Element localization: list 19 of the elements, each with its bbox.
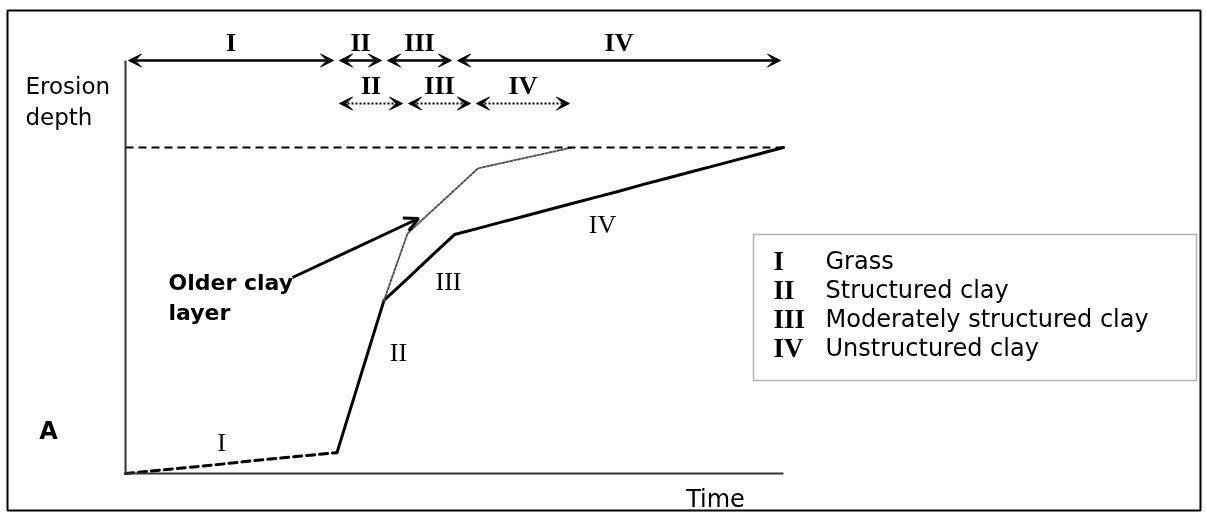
text: I [225,28,237,57]
text: IV [604,28,634,57]
text: IV [508,71,538,100]
annotation: IV Unstructured clay [773,332,1039,363]
text: III [424,71,455,100]
text: III [404,28,435,57]
annotation: II Structured clay [773,274,1009,305]
x-axis-title: Time [685,484,745,513]
annotation: I [217,428,226,457]
text: II [350,28,371,57]
text: II [360,71,382,100]
annotation: III [435,267,462,296]
text: A [39,416,59,445]
annotation: III Moderately structured clay [773,303,1149,334]
y-axis-title: Erosion depth [25,72,111,130]
annotation: Older clay layer [168,269,294,325]
annotation: IV [588,210,617,239]
text: I Grass [773,245,894,276]
annotation: II [389,338,408,367]
